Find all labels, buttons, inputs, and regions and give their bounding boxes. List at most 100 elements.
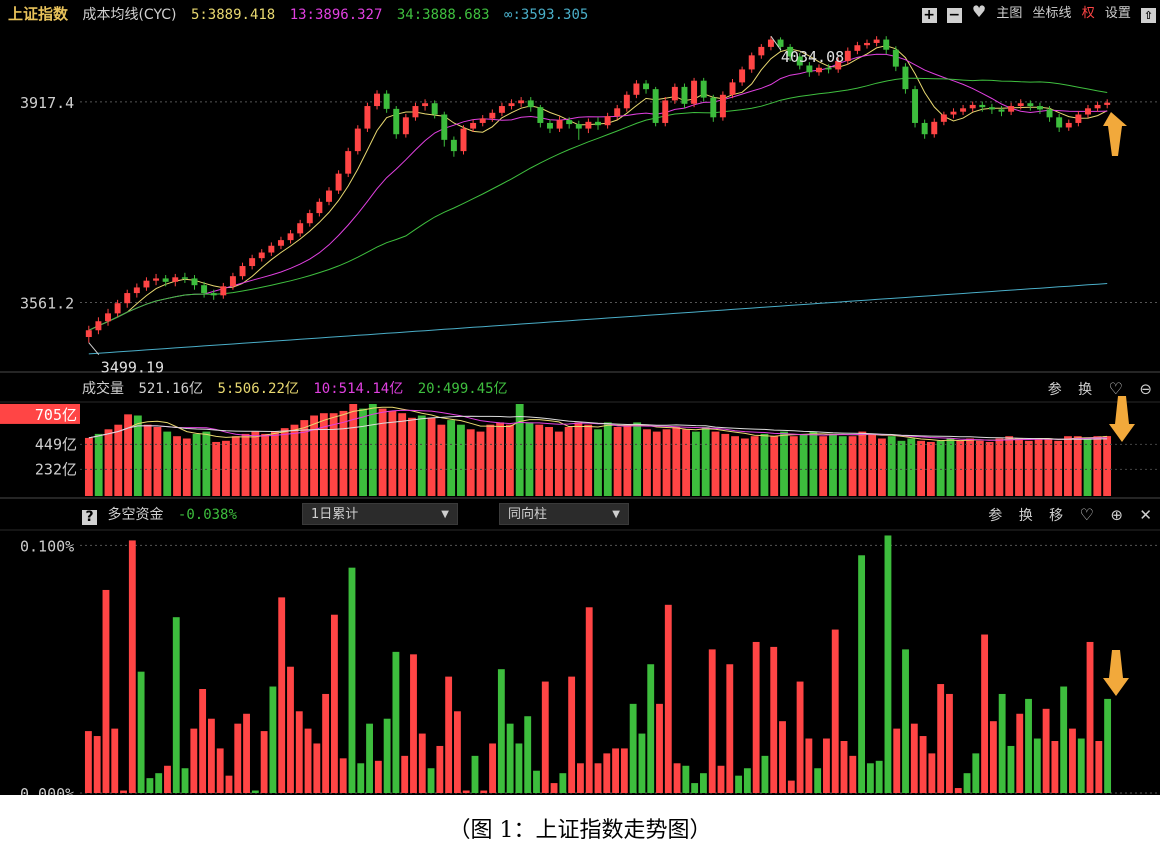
zoom-out-circle-icon[interactable]: ⊖ bbox=[1139, 380, 1152, 398]
fund-bar bbox=[902, 649, 909, 793]
candle bbox=[431, 100, 438, 119]
settings-button[interactable]: 设置 bbox=[1104, 6, 1131, 21]
candle bbox=[229, 272, 236, 290]
volume-bar bbox=[662, 429, 671, 496]
volume-bar bbox=[584, 424, 593, 496]
fund-bar bbox=[823, 738, 830, 793]
zoom-in-icon[interactable]: + bbox=[921, 7, 937, 23]
candle bbox=[777, 37, 784, 51]
favorite-heart-icon[interactable]: ♥ bbox=[971, 2, 987, 21]
volume-value: 521.16亿 bbox=[138, 381, 204, 397]
candle-body bbox=[1017, 103, 1024, 107]
candle-body bbox=[767, 39, 774, 47]
axis-line-button[interactable]: 坐标线 bbox=[1032, 6, 1072, 21]
zoom-in-circle-icon[interactable]: ⊕ bbox=[1110, 506, 1123, 524]
high-label: 4034.08 bbox=[781, 48, 844, 66]
volume-axis-tick: 232亿 bbox=[35, 460, 77, 478]
fund-bar bbox=[84, 731, 92, 793]
help-icon[interactable]: ? bbox=[82, 510, 97, 525]
rights-button[interactable]: 权 bbox=[1081, 6, 1095, 21]
fund-title: 多空资金 bbox=[107, 507, 164, 523]
candle bbox=[575, 120, 582, 140]
accumulate-select[interactable]: 1日累计 ▼ bbox=[302, 503, 458, 525]
fund-bar bbox=[805, 738, 813, 793]
volume-bar bbox=[231, 436, 240, 496]
candle-body bbox=[133, 287, 140, 294]
volume-bar bbox=[270, 431, 279, 496]
volume-bar bbox=[770, 436, 779, 496]
fund-move-button[interactable]: 移 bbox=[1049, 508, 1064, 524]
candle-body bbox=[998, 109, 1005, 112]
volume-axis-tick: 705亿 bbox=[35, 406, 77, 424]
export-icon[interactable]: ⇧ bbox=[1141, 8, 1156, 23]
fund-bar bbox=[506, 723, 514, 793]
candle bbox=[422, 99, 429, 111]
index-name[interactable]: 上证指数 bbox=[8, 5, 69, 23]
candle bbox=[393, 106, 400, 139]
volume-bar bbox=[163, 431, 172, 496]
volume-bar bbox=[388, 410, 397, 496]
fund-bar bbox=[445, 676, 453, 793]
ma-inf-readout: ∞:3593.305 bbox=[504, 7, 589, 23]
fund-bar bbox=[1016, 713, 1024, 793]
candle-body bbox=[297, 223, 304, 234]
fund-bar bbox=[260, 731, 268, 793]
volume-param-button[interactable]: 参 bbox=[1047, 382, 1062, 398]
volume-bar bbox=[192, 433, 201, 496]
figure-caption: （图 1：上证指数走势图） bbox=[448, 818, 712, 843]
fund-bar bbox=[164, 765, 171, 793]
fund-bar bbox=[700, 773, 707, 793]
volume-bar bbox=[173, 436, 181, 496]
volume-switch-button[interactable]: 换 bbox=[1078, 382, 1093, 398]
volume-ma5-line bbox=[88, 406, 1108, 442]
ma5-line bbox=[88, 45, 1108, 331]
candle-body bbox=[470, 122, 477, 129]
volume-bar bbox=[457, 424, 465, 496]
fund-bar bbox=[251, 790, 259, 793]
fund-switch-button[interactable]: 换 bbox=[1018, 508, 1033, 524]
ma13-readout: 13:3896.327 bbox=[289, 7, 383, 23]
fund-bar bbox=[453, 711, 461, 793]
fund-bar bbox=[656, 703, 663, 793]
fund-bar bbox=[752, 641, 760, 793]
volume-bar bbox=[329, 413, 338, 496]
volume-bar bbox=[319, 413, 328, 496]
bar-mode-select[interactable]: 同向柱 ▼ bbox=[499, 503, 629, 525]
fund-param-button[interactable]: 参 bbox=[988, 508, 1003, 524]
volume-header: 成交量 521.16亿 5:506.22亿 10:514.14亿 20:499.… bbox=[82, 378, 518, 400]
volume-bar bbox=[731, 436, 739, 496]
close-icon[interactable]: ✕ bbox=[1139, 506, 1152, 524]
candle bbox=[297, 219, 304, 237]
candle bbox=[844, 47, 851, 65]
fund-bar bbox=[603, 753, 611, 793]
volume-bar bbox=[437, 424, 446, 496]
indicator-name[interactable]: 成本均线(CYC) bbox=[82, 7, 177, 23]
candle-body bbox=[316, 201, 323, 214]
volume-highlight-tag bbox=[0, 403, 80, 424]
price-toolbar: + − ♥ 主图 坐标线 权 设置 ⇧ bbox=[916, 2, 1156, 23]
price-axis-tick: 3561.2 bbox=[20, 295, 74, 313]
candle-body bbox=[354, 128, 361, 152]
candle-body bbox=[1085, 108, 1091, 115]
candle-body bbox=[220, 286, 227, 296]
fund-bar bbox=[313, 743, 321, 793]
candle bbox=[508, 99, 515, 110]
zoom-out-icon[interactable]: − bbox=[946, 7, 962, 23]
candle-body bbox=[796, 56, 803, 66]
candle-body bbox=[527, 100, 534, 108]
candle bbox=[153, 273, 160, 286]
candle bbox=[374, 90, 381, 110]
candle bbox=[691, 77, 698, 108]
heart-outline-icon[interactable]: ♡ bbox=[1108, 379, 1123, 398]
candle-body bbox=[969, 104, 976, 109]
volume-bar bbox=[858, 431, 867, 496]
candle-body bbox=[883, 39, 890, 50]
fund-bar bbox=[225, 775, 233, 793]
fund-bar bbox=[497, 669, 505, 793]
candle bbox=[671, 83, 678, 104]
arrow-up-icon bbox=[1103, 112, 1127, 156]
heart-outline-icon[interactable]: ♡ bbox=[1079, 505, 1094, 524]
candle bbox=[566, 117, 573, 129]
candle-body bbox=[633, 83, 640, 95]
main-chart-button[interactable]: 主图 bbox=[996, 6, 1023, 21]
